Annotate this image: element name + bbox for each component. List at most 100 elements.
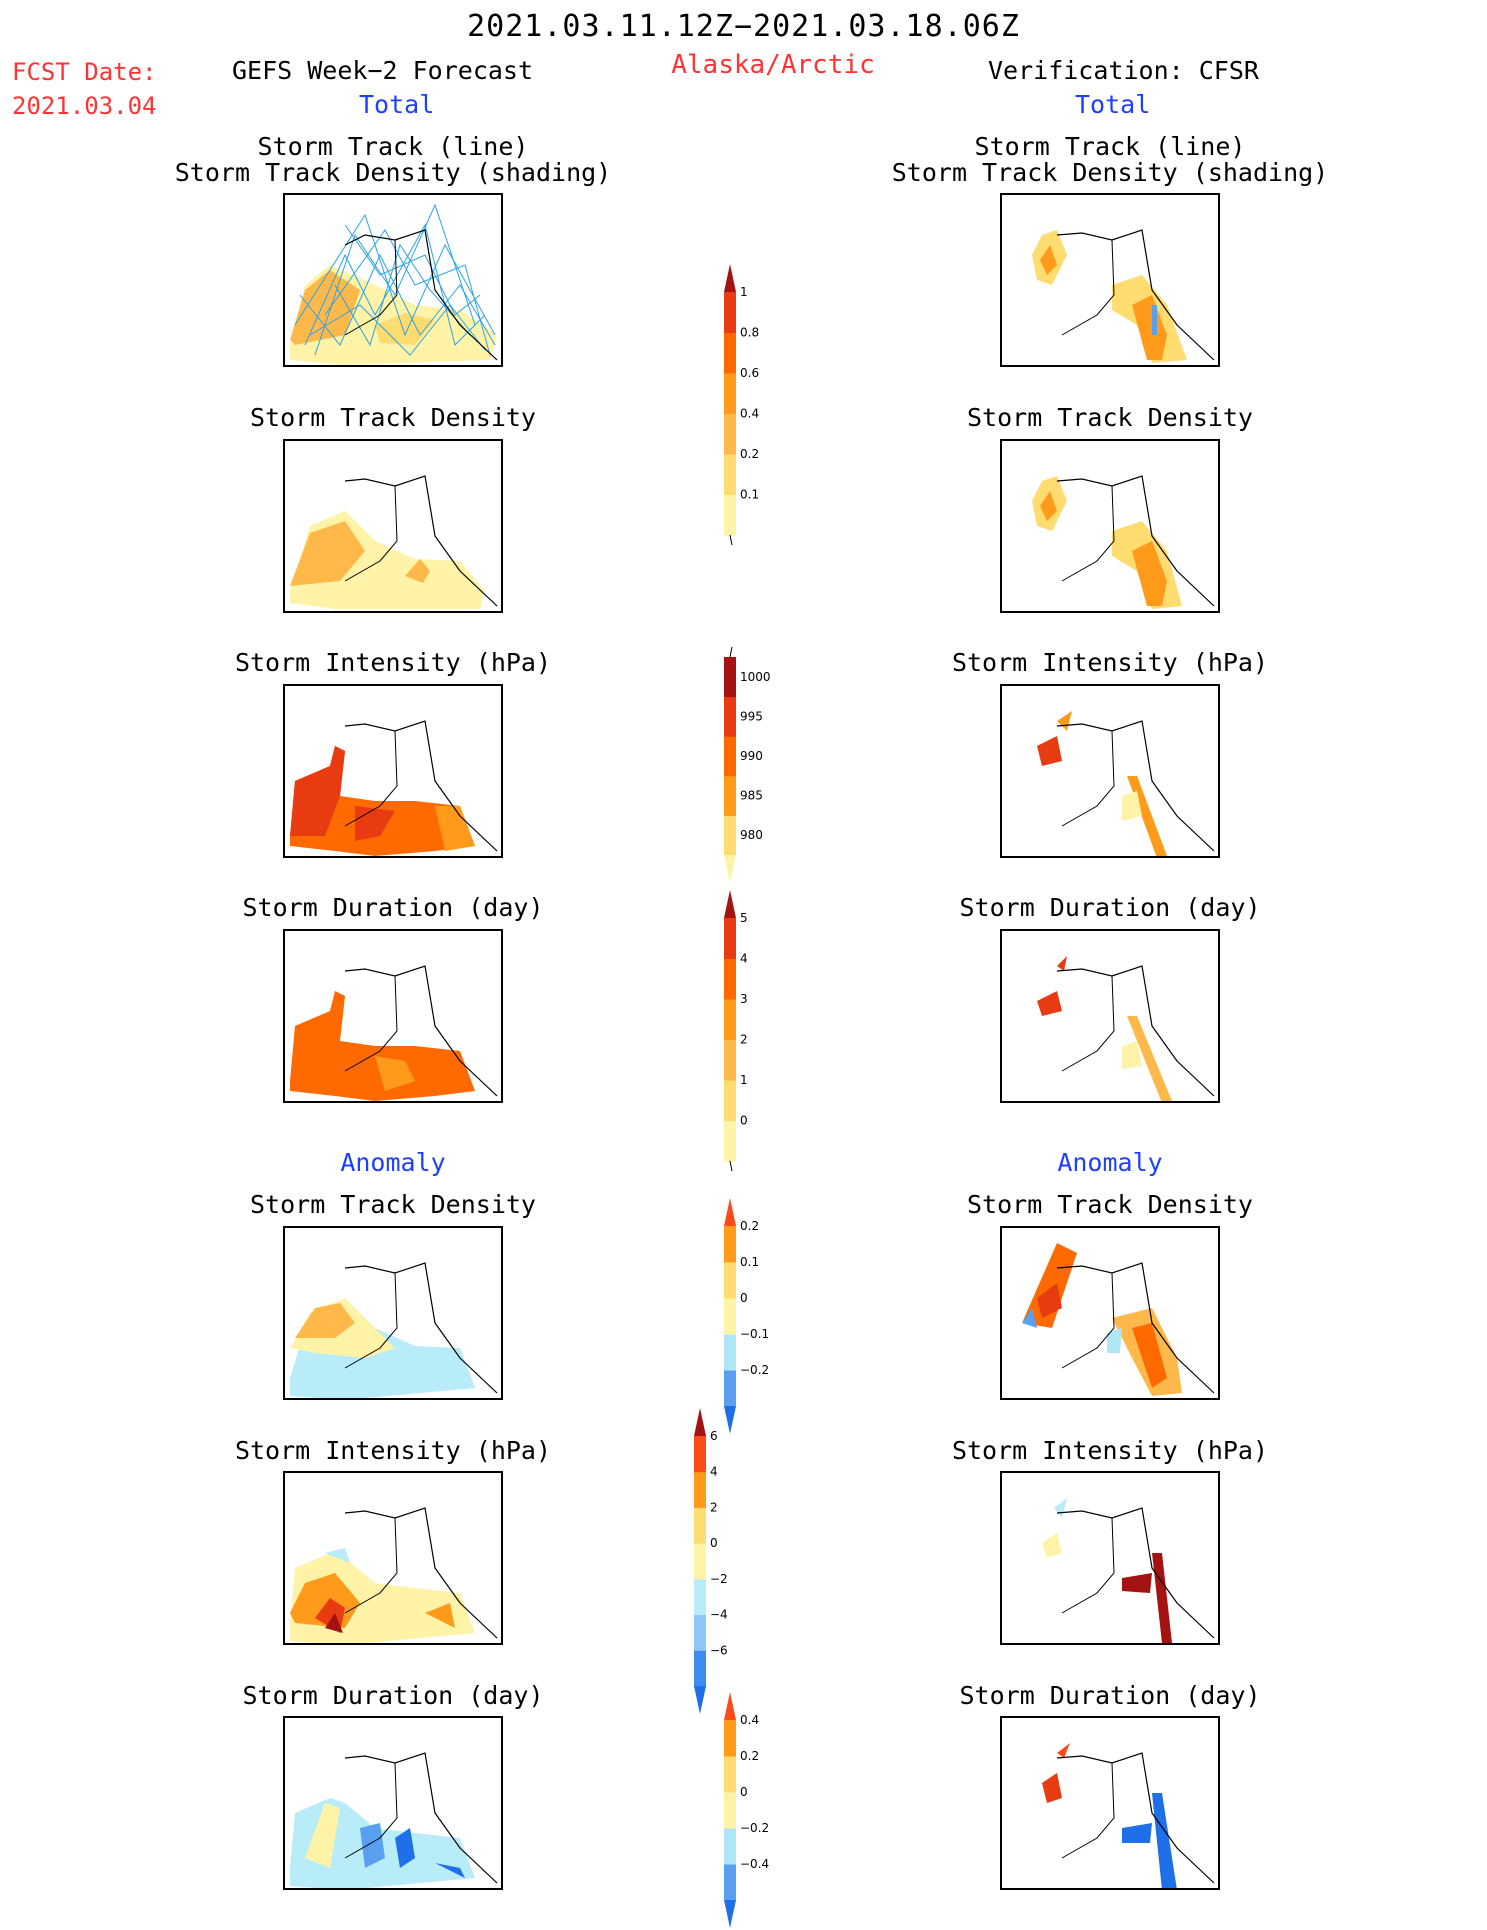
right-anom-density-title: Storm Track Density	[967, 1190, 1253, 1219]
right-track-line-title: Storm Track (line)	[974, 132, 1246, 161]
colorbar-segment	[724, 657, 736, 698]
colorbar-segment	[724, 454, 736, 495]
colorbar-segment	[724, 332, 736, 374]
colorbar-segment	[724, 1864, 736, 1901]
right-density-map	[1000, 439, 1220, 613]
colorbar-tick-label: −4	[710, 1608, 728, 1622]
duration-anomaly-colorbar: 0.4 0.2 0 −0.2 −0.4	[724, 1692, 769, 1928]
colorbar-arrow-bottom	[724, 1900, 736, 1928]
left-track-shading-title: Storm Track Density (shading)	[174, 158, 612, 187]
colorbar-arrow-top	[724, 1198, 736, 1226]
verification-column-title: Verification: CFSR	[988, 56, 1259, 85]
colorbar-tail-bottom	[729, 534, 733, 546]
colorbar-segment	[694, 1471, 706, 1508]
right-anom-density-map	[1000, 1226, 1220, 1400]
colorbar-tick-label: 0	[740, 1291, 748, 1305]
colorbar-tick-label: 0.4	[740, 1713, 759, 1727]
colorbar-tick-label: 995	[740, 709, 763, 723]
left-anomaly-label: Anomaly	[340, 1148, 446, 1177]
density-anomaly-colorbar: 0.2 0.1 0 −0.1 −0.2	[724, 1198, 769, 1434]
colorbar-tick-label: 2	[710, 1500, 718, 1514]
colorbar-segment	[724, 1120, 736, 1162]
fcst-date-label: FCST Date:	[12, 58, 157, 86]
right-duration-map	[1000, 929, 1220, 1103]
colorbar-segment	[724, 413, 736, 455]
colorbar-arrow-top	[724, 890, 736, 918]
colorbar-tick-label: −0.1	[740, 1327, 769, 1341]
colorbar-segment	[694, 1543, 706, 1580]
colorbar-segment	[724, 1080, 736, 1121]
left-track-map	[283, 193, 503, 367]
colorbar-tick-label: 0.1	[740, 488, 759, 502]
left-duration-title: Storm Duration (day)	[242, 893, 544, 922]
colorbar-segment	[724, 1370, 736, 1407]
right-track-map	[1000, 193, 1220, 367]
colorbar-segment	[724, 1262, 736, 1299]
colorbar-tick-label: 0	[710, 1536, 718, 1550]
fcst-date-value: 2021.03.04	[12, 92, 157, 120]
colorbar-tail-bottom	[729, 1160, 733, 1172]
colorbar-tick-label: 1	[740, 1073, 748, 1087]
right-anom-intensity-map	[1000, 1471, 1220, 1645]
colorbar-segment	[724, 918, 736, 959]
left-intensity-map	[283, 684, 503, 858]
colorbar-tick-label: 4	[710, 1465, 718, 1479]
right-duration-title: Storm Duration (day)	[959, 893, 1261, 922]
colorbar-tick-label: 0.4	[740, 407, 759, 421]
right-density-title: Storm Track Density	[967, 403, 1253, 432]
colorbar-segment	[694, 1614, 706, 1651]
left-anom-duration-title: Storm Duration (day)	[242, 1681, 544, 1710]
intensity-colorbar: 1000 995 990 985 980	[724, 646, 771, 883]
colorbar-tick-label: 0	[740, 1114, 748, 1128]
colorbar-segment	[724, 1828, 736, 1865]
duration-colorbar: 5 4 3 2 1 0	[724, 890, 748, 1172]
left-anom-intensity-map	[283, 1471, 503, 1645]
forecast-column-title: GEFS Week−2 Forecast	[232, 56, 534, 85]
colorbar-segment	[724, 1334, 736, 1371]
left-anom-duration-map	[283, 1716, 503, 1890]
colorbar-tick-label: 2	[740, 1033, 748, 1047]
right-anom-intensity-title: Storm Intensity (hPa)	[951, 1436, 1269, 1465]
colorbar-segment	[724, 1298, 736, 1335]
colorbar-tick-label: −6	[710, 1643, 728, 1657]
colorbar-tick-label: 0.1	[740, 1255, 759, 1269]
colorbar-segment	[724, 1039, 736, 1081]
colorbar-tick-label: 0.2	[740, 447, 759, 461]
colorbar-tick-label: 985	[740, 789, 763, 803]
colorbar-tick-label: 0	[740, 1785, 748, 1799]
intensity-anomaly-colorbar: 6 4 2 0 −2 −4 −6	[694, 1408, 728, 1714]
colorbar-arrow-bottom	[724, 1406, 736, 1434]
region-label: Alaska/Arctic	[671, 50, 875, 80]
colorbar-tick-label: 0.2	[740, 1749, 759, 1763]
colorbar-tick-label: 0.6	[740, 366, 759, 380]
colorbar-segment	[694, 1578, 706, 1616]
forecast-total-label: Total	[359, 90, 435, 119]
right-anomaly-label: Anomaly	[1057, 1148, 1163, 1177]
left-density-map	[283, 439, 503, 613]
colorbar-segment	[694, 1650, 706, 1687]
colorbar-segment	[724, 775, 736, 816]
colorbar-arrow-top	[724, 264, 736, 292]
left-anom-density-title: Storm Track Density	[250, 1190, 536, 1219]
colorbar-arrow-bottom	[694, 1686, 706, 1714]
colorbar-tick-label: 6	[710, 1429, 718, 1443]
left-intensity-title: Storm Intensity (hPa)	[234, 648, 552, 677]
date-range-title: 2021.03.11.12Z−2021.03.18.06Z	[467, 9, 1020, 44]
colorbar-tick-label: 0.2	[740, 1219, 759, 1233]
colorbar-segment	[724, 736, 736, 777]
colorbar-tick-label: 5	[740, 911, 748, 925]
colorbar-segment	[724, 1756, 736, 1793]
colorbar-segment	[724, 494, 736, 536]
right-intensity-title: Storm Intensity (hPa)	[951, 648, 1269, 677]
colorbar-tick-label: 1	[740, 285, 748, 299]
right-intensity-map	[1000, 684, 1220, 858]
colorbar-arrow-top	[694, 1408, 706, 1436]
right-track-shading-title: Storm Track Density (shading)	[891, 158, 1329, 187]
right-anom-duration-title: Storm Duration (day)	[959, 1681, 1261, 1710]
colorbar-segment	[724, 1792, 736, 1829]
colorbar-arrow-top	[724, 1692, 736, 1720]
colorbar-segment	[724, 696, 736, 737]
colorbar-tick-label: −0.2	[740, 1363, 769, 1377]
colorbar-segment	[724, 1720, 736, 1757]
colorbar-tick-label: 0.8	[740, 326, 759, 340]
